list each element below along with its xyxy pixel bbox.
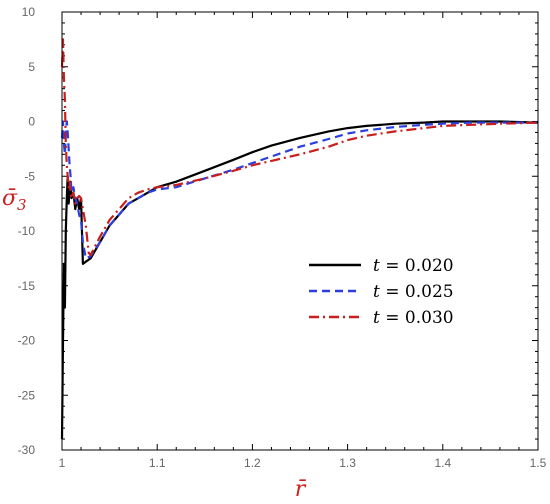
- y-tick-label: -5: [24, 169, 35, 183]
- legend-label-val: 0.030: [405, 308, 454, 328]
- plot-lines: [60, 38, 539, 440]
- y-tick-label: 5: [28, 60, 35, 74]
- y-tick-label: 10: [22, 5, 36, 19]
- legend-label-eq: =: [380, 256, 405, 276]
- series-line-2: [60, 120, 538, 260]
- plot-frame: [61, 11, 539, 451]
- y-tick-label: -20: [18, 334, 36, 348]
- y-tick-label: -10: [18, 224, 36, 238]
- x-tick-label: 1: [59, 456, 66, 470]
- y-tick-label: -25: [18, 388, 36, 402]
- x-tick-label: 1.3: [339, 456, 356, 470]
- x-tick-label: 1.5: [530, 456, 547, 470]
- y-axis-title-subscript: 3: [17, 196, 27, 214]
- legend-label-var: t: [373, 256, 380, 276]
- series-line-1: [60, 120, 539, 440]
- y-axis-title-symbol: σ̄: [2, 186, 18, 211]
- y-tick-label: -15: [18, 279, 36, 293]
- legend-label-var: t: [373, 308, 380, 328]
- legend-label-2: t = 0.025: [373, 282, 454, 302]
- legend-label-eq: =: [380, 308, 405, 328]
- tick-marks: [61, 11, 539, 451]
- legend-label-1: t = 0.020: [373, 256, 454, 276]
- legend-label-3: t = 0.030: [373, 308, 454, 328]
- legend-label-val: 0.025: [405, 282, 454, 302]
- legend-label-eq: =: [380, 282, 405, 302]
- x-tick-label: 1.1: [149, 456, 166, 470]
- y-tick-label: 0: [28, 115, 35, 129]
- y-tick-labels: 10 5 0 -5 -10 -15 -20 -25 -30: [18, 5, 36, 457]
- y-axis-title: σ̄3: [2, 186, 27, 214]
- legend-label-var: t: [373, 282, 380, 302]
- x-tick-label: 1.4: [434, 456, 451, 470]
- legend-label-val: 0.020: [405, 256, 454, 276]
- x-tick-label: 1.2: [244, 456, 261, 470]
- x-axis-title: r̄: [295, 477, 307, 502]
- x-tick-labels: 1 1.1 1.2 1.3 1.4 1.5: [59, 456, 547, 470]
- y-tick-label: -30: [18, 443, 36, 457]
- series-line-3: [60, 38, 539, 257]
